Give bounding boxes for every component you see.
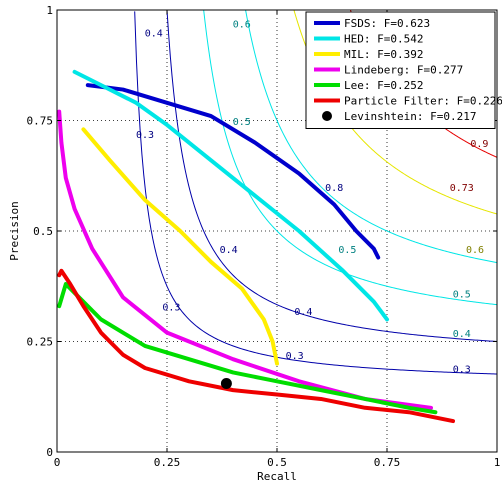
legend-entry: FSDS: F=0.623 [344, 17, 430, 30]
legend-entry: Levinshtein: F=0.217 [344, 110, 476, 123]
ticks: 0 0.25 0.5 0.75 1 0 0.25 0.5 0.75 1 [27, 4, 501, 469]
contour-labels: 0.4 0.6 0.3 0.5 0.8 0.9 0.73 0.4 0.5 0.6 0.3 0.4 0.5… [136, 20, 488, 376]
contour-label: 0.8 [325, 183, 343, 194]
contour-label: 0.6 [466, 245, 484, 256]
contour-f-0.6 [245, 10, 497, 264]
x-axis-label: Recall [257, 470, 297, 483]
contour-label: 0.3 [453, 364, 471, 375]
contour-label: 0.3 [162, 303, 180, 314]
x-tick-label: 1 [494, 456, 501, 469]
y-tick-label: 0.75 [27, 115, 54, 128]
contour-f-0.4 [166, 10, 497, 342]
legend-entry: HED: F=0.542 [344, 33, 423, 46]
series-line-0 [85, 83, 381, 260]
series-lines [57, 69, 455, 424]
series-line-1 [72, 69, 389, 322]
legend-swatch-dot [322, 111, 332, 121]
contour-label: 0.4 [453, 329, 471, 340]
contour-label: 0.6 [233, 20, 251, 31]
legend-entry: Lindeberg: F=0.277 [344, 64, 463, 77]
contour-f-0.3 [134, 11, 497, 375]
legend-entry: Particle Filter: F=0.226 [344, 95, 502, 108]
series-line-5 [57, 268, 455, 424]
x-tick-label: 0.5 [267, 456, 287, 469]
y-tick-label: 0 [46, 446, 53, 459]
contour-label: 0.5 [233, 117, 251, 128]
x-tick-label: 0.25 [154, 456, 181, 469]
scatter-points [220, 377, 232, 389]
contour-label: 0.5 [453, 289, 471, 300]
series-line-2 [81, 127, 279, 366]
y-tick-label: 0.5 [33, 225, 53, 238]
contour-label: 0.4 [145, 29, 163, 40]
legend-entry: Lee: F=0.252 [344, 79, 423, 92]
y-tick-label: 0.25 [27, 336, 54, 349]
contour-label: 0.4 [220, 245, 238, 256]
contour-label: 0.5 [338, 245, 356, 256]
y-tick-label: 1 [46, 4, 53, 17]
contour-f-0.5 [203, 10, 497, 306]
contour-label: 0.4 [294, 307, 312, 318]
x-tick-label: 0 [54, 456, 61, 469]
point-levinshtein [220, 377, 232, 389]
contour-label: 0.73 [450, 183, 474, 194]
legend: FSDS: F=0.623 HED: F=0.542 MIL: F=0.392 Lin… [305, 11, 502, 129]
legend-entry: MIL: F=0.392 [344, 48, 423, 61]
contour-label: 0.3 [286, 351, 304, 362]
y-axis-label: Precision [8, 201, 21, 261]
x-tick-label: 0.75 [374, 456, 401, 469]
contour-label: 0.9 [470, 139, 488, 150]
contour-label: 0.3 [136, 130, 154, 141]
series-line-3 [57, 109, 433, 410]
